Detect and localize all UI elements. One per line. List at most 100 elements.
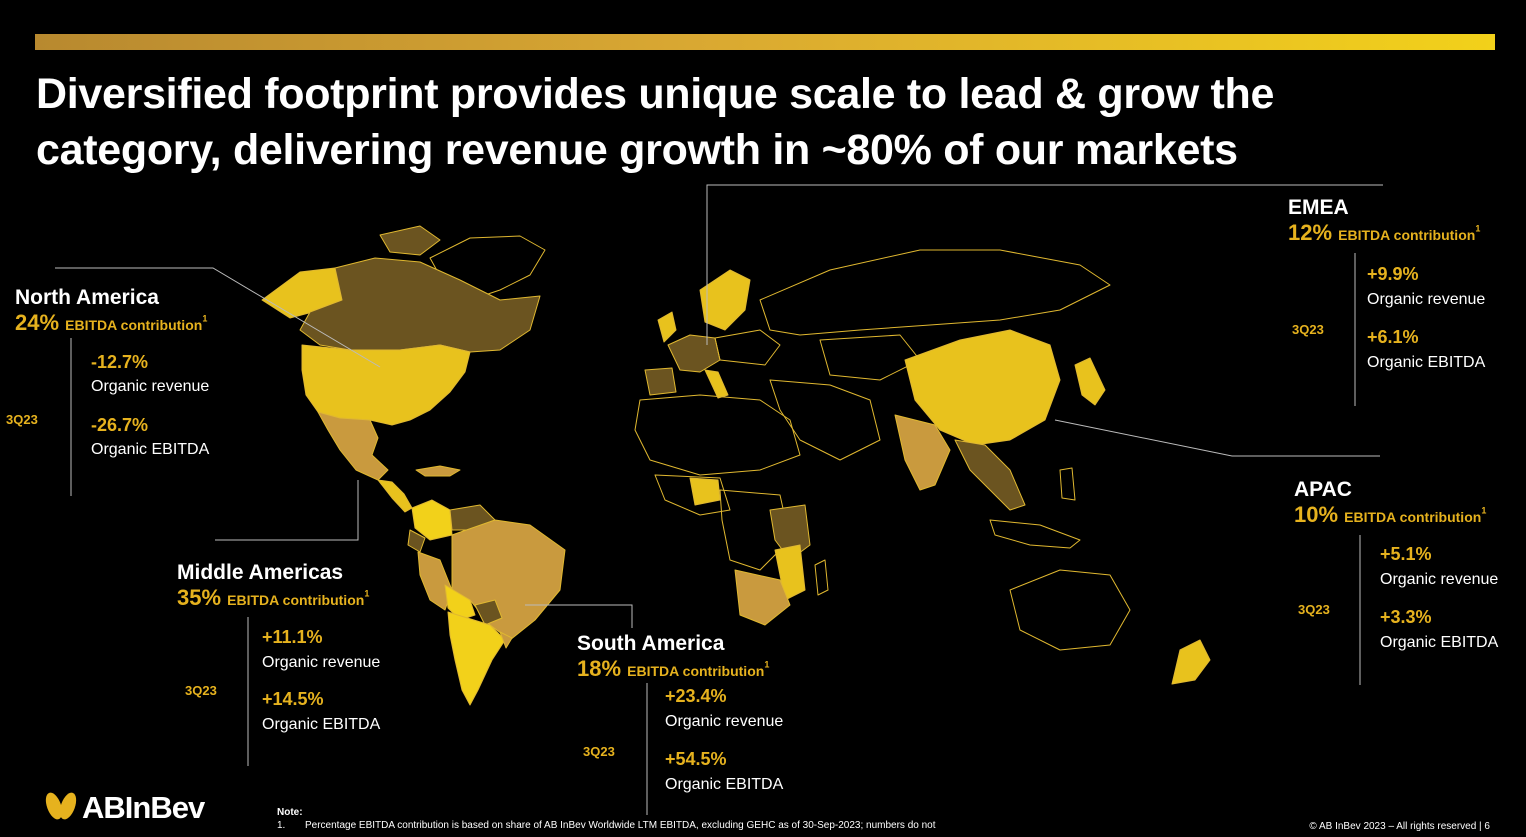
revenue-value: +23.4% [665,686,727,706]
logo-mark-icon [44,789,82,831]
region-south-america: South America 18% EBITDA contribution1 [577,632,769,682]
contribution-label: EBITDA contribution [1344,509,1482,525]
se-asia-shape [954,439,1026,511]
australia-shape [1009,569,1131,651]
period-label: 3Q23 [1298,602,1330,617]
ebitda-value: +3.3% [1380,607,1432,627]
copyright: © AB InBev 2023 – All rights reserved | … [1309,821,1490,832]
leader-south-america [525,604,633,628]
footnote-ref: 1 [764,659,770,670]
uruguay-shape [499,631,513,649]
southern-africa-shape [734,569,791,626]
contribution-pct: 24% [15,310,60,335]
central-america-shape [377,479,413,513]
contribution-pct: 35% [177,585,222,610]
usa-shape [301,344,471,426]
central-africa-shape [719,489,791,571]
logo-text: ABInBev [82,790,205,826]
region-emea: EMEA 12% EBITDA contribution1 [1288,196,1480,246]
iberia-shape [644,367,677,396]
western-europe-shape [667,334,721,373]
footnote-text: Percentage EBITDA contribution is based … [305,820,936,831]
footnote: Note: 1. Percentage EBITDA contribution i… [277,806,936,832]
footnote-number: 1. [277,820,286,831]
peru-shape [417,551,453,611]
indonesia-shape [989,519,1081,549]
leader-middle-americas [215,480,359,541]
north-africa-shape [634,394,801,476]
ebitda-label: Organic EBITDA [91,441,210,458]
revenue-value: +11.1% [262,627,323,647]
philippines-shape [1059,467,1076,501]
nigeria-shape [689,477,721,506]
ebitda-contribution: 12% EBITDA contribution1 [1288,220,1480,246]
contribution-label: EBITDA contribution [65,317,203,333]
contribution-pct: 18% [577,656,622,681]
ebitda-value: +14.5% [262,689,324,709]
ebitda-value: +6.1% [1367,327,1419,347]
contribution-label: EBITDA contribution [1338,227,1476,243]
argentina-shape [447,611,506,706]
ebitda-value: -26.7% [91,415,149,435]
period-label: 3Q23 [583,744,615,759]
footnote-heading: Note: [277,807,303,818]
uk-shape [657,311,677,343]
contribution-label: EBITDA contribution [627,663,765,679]
india-shape [894,414,951,491]
title-line-1: Diversified footprint provides unique sc… [36,70,1275,118]
madagascar-shape [814,559,829,596]
italy-shape [704,369,729,399]
arctic-islands-shape [379,225,441,256]
bolivia-shape [444,584,476,621]
region-north-america: North America 24% EBITDA contribution1 [15,286,207,336]
leader-emea [706,184,1383,345]
region-name: South America [577,632,725,655]
region-apac: APAC 10% EBITDA contribution1 [1294,478,1486,528]
central-asia-shape [819,334,921,381]
region-name: North America [15,286,159,309]
russia-shape [759,249,1111,336]
region-name: APAC [1294,478,1352,501]
footnote-ref: 1 [1475,223,1481,234]
page-title: Diversified footprint provides unique sc… [36,66,1456,178]
ebitda-contribution: 10% EBITDA contribution1 [1294,502,1486,528]
period-label: 3Q23 [6,412,38,427]
abinbev-logo: ABInBev [44,789,205,831]
china-shape [904,329,1061,446]
ebitda-contribution: 24% EBITDA contribution1 [15,310,207,336]
korea-japan-shape [1074,357,1106,406]
ebitda-contribution: 35% EBITDA contribution1 [177,585,369,611]
ebitda-contribution: 18% EBITDA contribution1 [577,656,769,682]
header-accent-bar [35,34,1495,50]
contribution-pct: 12% [1288,220,1333,245]
scandinavia-shape [699,269,751,331]
revenue-label: Organic revenue [665,713,784,730]
west-africa-shape [654,474,731,516]
ebitda-value: +54.5% [665,749,727,769]
middle-east-shape [769,379,881,461]
footnote-ref: 1 [202,313,208,324]
leader-north-america [55,267,381,368]
ebitda-label: Organic EBITDA [262,716,381,733]
paraguay-shape [474,599,503,626]
leader-apac [1054,419,1380,457]
central-europe-shape [714,329,781,366]
revenue-label: Organic revenue [1380,571,1499,588]
region-middle-americas: Middle Americas 35% EBITDA contribution1 [177,561,369,611]
ebitda-label: Organic EBITDA [665,776,784,793]
canada-shape [299,257,541,353]
new-zealand-shape [1171,639,1211,685]
period-label: 3Q23 [185,683,217,698]
footnote-ref: 1 [364,588,370,599]
contribution-pct: 10% [1294,502,1339,527]
caribbean-shape [415,465,461,477]
mexico-shape [317,411,389,481]
ebitda-label: Organic EBITDA [1380,634,1499,651]
footnote-line: 1. Percentage EBITDA contribution is base… [277,819,936,832]
region-name: EMEA [1288,196,1349,219]
contribution-label: EBITDA contribution [227,592,365,608]
revenue-label: Organic revenue [1367,291,1486,308]
ebitda-label: Organic EBITDA [1367,354,1486,371]
title-line-2: category, delivering revenue growth in ~… [36,126,1238,174]
